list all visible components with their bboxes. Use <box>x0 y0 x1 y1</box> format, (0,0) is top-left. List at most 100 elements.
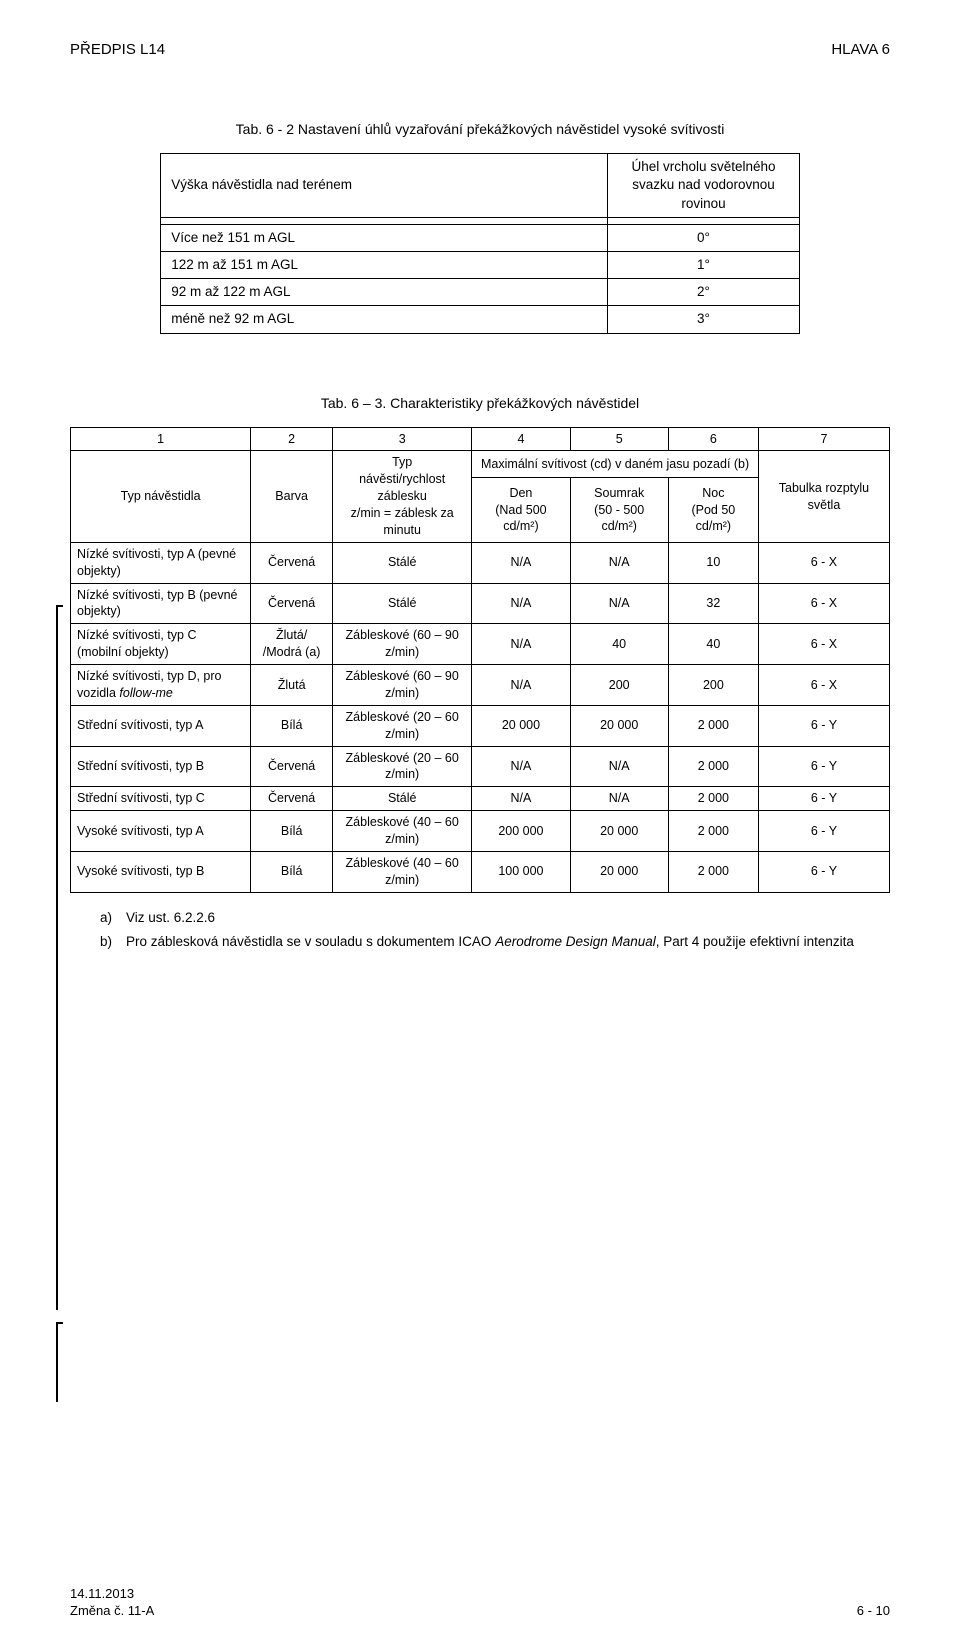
cell-den: 200 000 <box>472 811 570 852</box>
cell-typ: Vysoké svítivosti, typ A <box>71 811 251 852</box>
table-row: Nízké svítivosti, typ A (pevné objekty) … <box>71 542 890 583</box>
cell-typ: Vysoké svítivosti, typ B <box>71 851 251 892</box>
cell-noc: 32 <box>668 583 758 624</box>
cell-den: N/A <box>472 746 570 787</box>
cell-den: 100 000 <box>472 851 570 892</box>
table-row: Vysoké svítivosti, typ A Bílá Zábleskové… <box>71 811 890 852</box>
tab63-num-5: 5 <box>570 427 668 451</box>
cell-typ: Střední svítivosti, typ C <box>71 787 251 811</box>
cell-signal: Zábleskové (60 – 90 z/min) <box>333 624 472 665</box>
tab63-col-den: Den (Nad 500 cd/m²) <box>472 478 570 543</box>
table-row: Nízké svítivosti, typ B (pevné objekty) … <box>71 583 890 624</box>
cell-barva: Bílá <box>251 811 333 852</box>
cell-den: N/A <box>472 787 570 811</box>
cell-barva: Žlutá <box>251 665 333 706</box>
table-row: 122 m až 151 m AGL 1° <box>161 252 800 279</box>
table-row: méně než 92 m AGL 3° <box>161 306 800 333</box>
note-b: b) Pro záblesková návěstidla se v soulad… <box>100 933 890 951</box>
cell-tab: 6 - X <box>758 665 889 706</box>
cell-signal: Zábleskové (20 – 60 z/min) <box>333 746 472 787</box>
cell-soumrak: 40 <box>570 624 668 665</box>
cell-soumrak: N/A <box>570 787 668 811</box>
tab63-caption: Tab. 6 – 3. Charakteristiky překážkových… <box>70 394 890 413</box>
cell-barva: Červená <box>251 787 333 811</box>
tab63-num-3: 3 <box>333 427 472 451</box>
tab62-row-value: 1° <box>608 252 800 279</box>
tab63-num-6: 6 <box>668 427 758 451</box>
tab62-row-label: méně než 92 m AGL <box>161 306 608 333</box>
table-row: Střední svítivosti, typ B Červená Zábles… <box>71 746 890 787</box>
table-row: 92 m až 122 m AGL 2° <box>161 279 800 306</box>
tab63-num-1: 1 <box>71 427 251 451</box>
cell-soumrak: 20 000 <box>570 811 668 852</box>
cell-signal: Stálé <box>333 787 472 811</box>
tab63-col-barva: Barva <box>251 451 333 542</box>
cell-barva: Červená <box>251 542 333 583</box>
tab63-header-row2: Typ návěstidla Barva Typ návěsti/rychlos… <box>71 451 890 478</box>
revision-bar-tick <box>56 605 63 607</box>
cell-noc: 2 000 <box>668 811 758 852</box>
cell-tab: 6 - X <box>758 583 889 624</box>
cell-soumrak: 20 000 <box>570 851 668 892</box>
note-b-marker: b) <box>100 933 126 951</box>
cell-signal: Stálé <box>333 583 472 624</box>
tab63-header-numbers: 1 2 3 4 5 6 7 <box>71 427 890 451</box>
table-row: Střední svítivosti, typ C Červená Stálé … <box>71 787 890 811</box>
tab63-col-typ: Typ návěstidla <box>71 451 251 542</box>
cell-tab: 6 - Y <box>758 851 889 892</box>
tab63-num-7: 7 <box>758 427 889 451</box>
note-a-marker: a) <box>100 909 126 927</box>
cell-den: N/A <box>472 542 570 583</box>
tab62-row-label: 92 m až 122 m AGL <box>161 279 608 306</box>
footer-date: 14.11.2013 <box>70 1585 154 1603</box>
revision-bar <box>56 605 58 1310</box>
tab63-col-signal: Typ návěsti/rychlost záblesku z/min = zá… <box>333 451 472 542</box>
table-notes: a) Viz ust. 6.2.2.6 b) Pro záblesková ná… <box>100 909 890 951</box>
cell-soumrak: N/A <box>570 542 668 583</box>
tab63-num-4: 4 <box>472 427 570 451</box>
revision-bar-notes <box>56 1322 58 1402</box>
footer-page: 6 - 10 <box>857 1602 890 1620</box>
tab62-col2-header: Úhel vrcholu světelného svazku nad vodor… <box>608 154 800 218</box>
tab62-caption: Tab. 6 - 2 Nastavení úhlů vyzařování pře… <box>70 120 890 139</box>
cell-tab: 6 - Y <box>758 705 889 746</box>
tab63-col-max: Maximální svítivost (cd) v daném jasu po… <box>472 451 759 478</box>
cell-noc: 2 000 <box>668 746 758 787</box>
cell-noc: 2 000 <box>668 705 758 746</box>
tab63-col-tab: Tabulka rozptylu světla <box>758 451 889 542</box>
cell-signal: Zábleskové (20 – 60 z/min) <box>333 705 472 746</box>
cell-noc: 200 <box>668 665 758 706</box>
cell-barva: Žlutá/ /Modrá (a) <box>251 624 333 665</box>
cell-den: N/A <box>472 665 570 706</box>
tab63-col-noc: Noc (Pod 50 cd/m²) <box>668 478 758 543</box>
cell-soumrak: N/A <box>570 746 668 787</box>
cell-den: 20 000 <box>472 705 570 746</box>
cell-tab: 6 - X <box>758 542 889 583</box>
cell-soumrak: 20 000 <box>570 705 668 746</box>
tab62-row-label: Více než 151 m AGL <box>161 224 608 251</box>
page-footer: 14.11.2013 Změna č. 11-A 6 - 10 <box>70 1585 890 1620</box>
cell-typ: Nízké svítivosti, typ C (mobilní objekty… <box>71 624 251 665</box>
cell-tab: 6 - X <box>758 624 889 665</box>
cell-signal: Zábleskové (40 – 60 z/min) <box>333 811 472 852</box>
cell-barva: Bílá <box>251 851 333 892</box>
doc-id: PŘEDPIS L14 <box>70 40 165 60</box>
table-row: Vysoké svítivosti, typ B Bílá Zábleskové… <box>71 851 890 892</box>
tab63-num-2: 2 <box>251 427 333 451</box>
cell-typ: Nízké svítivosti, typ D, pro vozidla fol… <box>71 665 251 706</box>
cell-den: N/A <box>472 624 570 665</box>
cell-noc: 2 000 <box>668 851 758 892</box>
cell-den: N/A <box>472 583 570 624</box>
tab62-col1-header: Výška návěstidla nad terénem <box>161 154 608 218</box>
cell-noc: 2 000 <box>668 787 758 811</box>
document-header: PŘEDPIS L14 HLAVA 6 <box>70 40 890 60</box>
tab63-col-soumrak: Soumrak (50 - 500 cd/m²) <box>570 478 668 543</box>
footer-change: Změna č. 11-A <box>70 1602 154 1620</box>
note-a: a) Viz ust. 6.2.2.6 <box>100 909 890 927</box>
table-6-2: Výška návěstidla nad terénem Úhel vrchol… <box>160 153 800 334</box>
cell-barva: Bílá <box>251 705 333 746</box>
cell-noc: 10 <box>668 542 758 583</box>
cell-soumrak: 200 <box>570 665 668 706</box>
cell-tab: 6 - Y <box>758 746 889 787</box>
tab62-row-label: 122 m až 151 m AGL <box>161 252 608 279</box>
